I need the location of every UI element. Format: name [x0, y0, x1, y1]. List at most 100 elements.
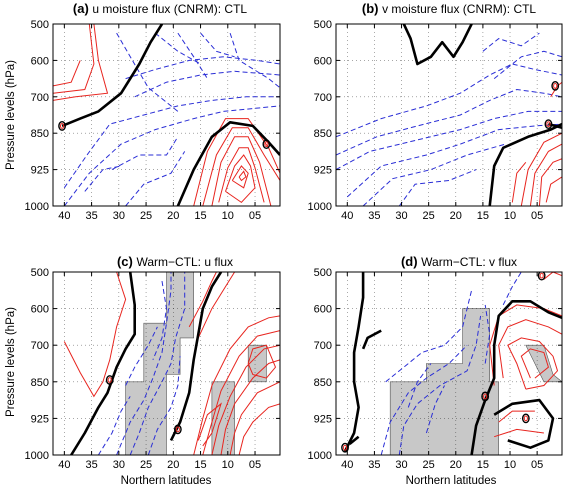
negative-contour	[425, 385, 445, 434]
panel-a: 500 600 700 850 925 1000 40 35 30 25 20 15 10 05 (a) u…	[25, 1, 281, 222]
zero-contour-ring	[551, 80, 560, 91]
positive-contour	[520, 348, 549, 379]
panel-letter: (c)	[117, 254, 137, 269]
positive-contour	[538, 158, 562, 206]
y-tick-label: 500	[314, 267, 332, 279]
x-tick-label: 30	[113, 210, 125, 222]
y-tick-label: 1000	[308, 201, 332, 213]
zero-contour-ring	[481, 391, 490, 402]
positive-contour	[63, 272, 127, 398]
positive-contour	[202, 330, 280, 455]
zero-contour-ring-inner	[264, 141, 269, 148]
zero-contour-ring	[58, 121, 66, 131]
plot-area	[53, 272, 280, 455]
positive-contour	[511, 161, 527, 203]
positive-contour	[507, 337, 559, 390]
zero-contour	[488, 122, 562, 206]
y-tick-label: 700	[314, 340, 332, 352]
negative-contour	[336, 88, 562, 156]
y-tick-label: 700	[31, 340, 49, 352]
y-tick-label: 700	[31, 92, 49, 104]
panel-title-text: u moisture flux (CNRM): CTL	[92, 2, 247, 16]
negative-contour	[152, 281, 168, 360]
positive-contour	[494, 428, 544, 438]
negative-contour	[177, 32, 208, 79]
y-tick-label: 600	[314, 55, 332, 67]
zero-contour	[470, 300, 562, 455]
zero-contour-ring-inner	[342, 444, 348, 451]
x-tick-label: 20	[450, 459, 462, 471]
negative-contour	[154, 32, 201, 65]
positive-contour	[220, 359, 280, 455]
zero-contour-ring-inner	[107, 377, 112, 383]
positive-contour	[550, 81, 562, 98]
y-axis-label-bottom: Pressure levels (hPa)	[5, 307, 17, 417]
panel-title: (b) v moisture flux (CNRM): CTL	[362, 1, 537, 16]
x-tick-label: 30	[395, 459, 407, 471]
positive-contour	[211, 344, 280, 455]
panel-frame	[335, 23, 563, 207]
negative-contour	[116, 272, 172, 455]
x-tick-label: 25	[423, 210, 435, 222]
x-tick-label: 40	[341, 459, 353, 471]
x-tick-label: 20	[167, 459, 179, 471]
panel-title: (c) Warm−CTL: u flux	[117, 254, 233, 269]
zero-contour	[493, 398, 555, 449]
y-tick-label: 1000	[25, 201, 49, 213]
x-tick-label: 10	[222, 210, 234, 222]
y-tick-label: 600	[31, 55, 49, 67]
positive-contour	[53, 60, 81, 87]
positive-contour	[197, 272, 236, 339]
negative-contour	[484, 304, 491, 364]
zero-contour-ring-inner	[523, 415, 528, 422]
positive-contour	[498, 410, 535, 423]
positive-contour	[229, 381, 280, 455]
x-tick-label: 30	[395, 210, 407, 222]
zero-contour-ring	[521, 413, 530, 424]
negative-contour	[385, 290, 473, 383]
x-tick-label: 20	[450, 210, 462, 222]
negative-contour	[147, 356, 181, 455]
panel-title: (a) u moisture flux (CNRM): CTL	[73, 1, 248, 16]
negative-contour	[129, 272, 186, 455]
x-tick-label: 10	[504, 459, 516, 471]
negative-contour	[134, 70, 280, 98]
zero-contour-ring-inner	[483, 393, 488, 400]
zero-contour-ring-inner	[175, 426, 180, 433]
shaded-region	[125, 272, 194, 455]
positive-contour	[247, 344, 277, 379]
panel-frame	[52, 271, 281, 456]
x-tick-label: 15	[477, 459, 489, 471]
zero-contour-ring	[173, 424, 182, 435]
x-tick-label: 30	[113, 459, 125, 471]
zero-contour	[548, 122, 562, 129]
y-tick-label: 500	[31, 19, 49, 31]
positive-contour	[53, 24, 95, 94]
panel-b: 500 600 700 850 925 1000 40 35 30 25 20 15 10 05 (b) v…	[308, 1, 563, 222]
x-tick-label: 40	[341, 210, 353, 222]
panel-frame	[52, 23, 281, 207]
positive-contour	[218, 147, 265, 203]
positive-contour	[231, 165, 249, 189]
x-tick-label: 35	[368, 459, 380, 471]
positive-contour	[202, 127, 280, 206]
negative-contour	[84, 165, 122, 192]
panel-title: (d) Warm−CTL: v flux	[401, 254, 517, 269]
x-tick-label: 10	[222, 459, 234, 471]
negative-contour	[336, 110, 562, 171]
zero-contour-ring-inner	[59, 123, 65, 129]
y-tick-label: 600	[314, 304, 332, 316]
positive-contour	[188, 272, 217, 328]
plot-area	[336, 272, 562, 455]
negative-contour	[63, 96, 280, 189]
positive-contour	[543, 272, 562, 280]
negative-contour	[111, 136, 179, 171]
x-tick-label: 25	[140, 459, 152, 471]
y-tick-label: 925	[314, 165, 332, 177]
y-axis-label-top: Pressure levels (hPa)	[5, 60, 17, 170]
y-tick-label: 600	[31, 304, 49, 316]
zero-contour-ring-inner	[553, 82, 558, 89]
zero-contour-ring	[262, 139, 271, 150]
zero-contour-ring-inner	[539, 272, 544, 279]
